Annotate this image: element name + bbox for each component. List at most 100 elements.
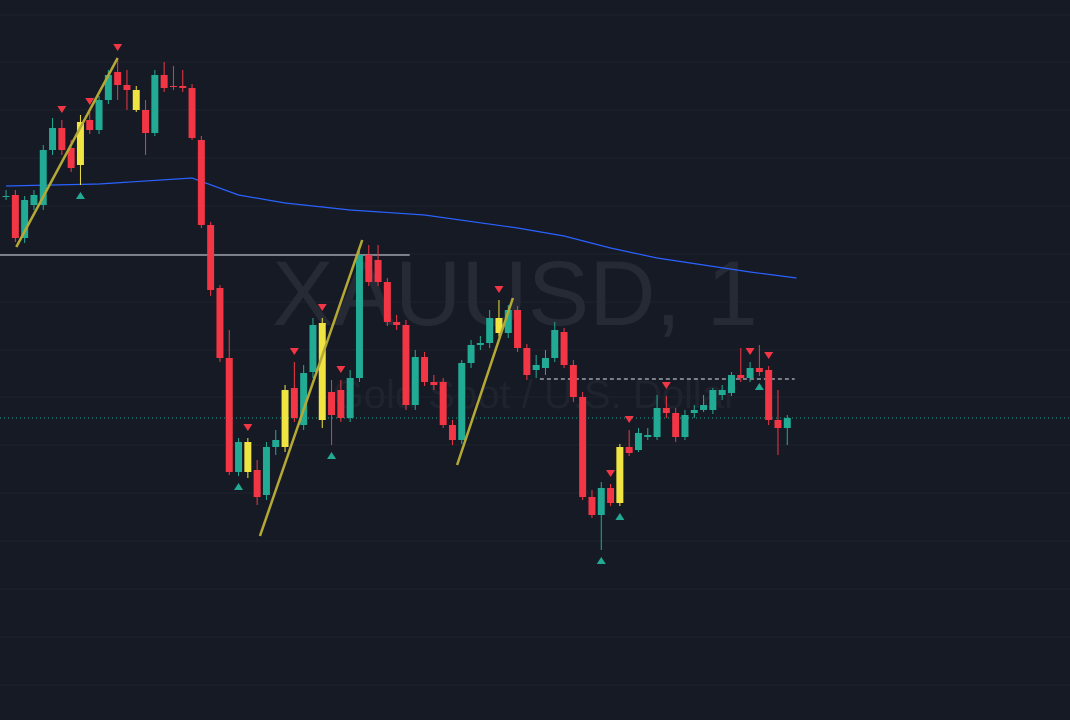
candle-body bbox=[272, 440, 280, 447]
candle-body bbox=[328, 392, 336, 415]
candle-body bbox=[104, 75, 112, 100]
candle-body bbox=[393, 322, 401, 325]
buy-signal bbox=[234, 483, 244, 490]
candle-body bbox=[476, 343, 484, 345]
sell-signal bbox=[494, 286, 504, 293]
candle-body bbox=[179, 86, 187, 88]
candle-body bbox=[262, 447, 270, 495]
candle-body bbox=[318, 323, 326, 420]
candle-body bbox=[300, 373, 308, 425]
candle-body bbox=[430, 382, 438, 385]
candle-body bbox=[662, 408, 670, 413]
candle-body bbox=[755, 368, 763, 372]
candle-body bbox=[309, 325, 317, 372]
candle-body bbox=[142, 110, 150, 133]
candle-body bbox=[588, 497, 596, 515]
candle-body bbox=[337, 390, 345, 418]
candle-body bbox=[207, 225, 215, 290]
candle-body bbox=[765, 370, 773, 420]
sell-signal bbox=[606, 470, 616, 477]
candle-body bbox=[523, 348, 531, 375]
candle-body bbox=[402, 325, 410, 405]
candle-body bbox=[39, 150, 47, 205]
candle-body bbox=[625, 447, 633, 453]
buy-signal bbox=[615, 513, 625, 520]
candle-body bbox=[737, 375, 745, 378]
candle-body bbox=[374, 260, 382, 282]
trendline bbox=[258, 239, 364, 537]
sell-signal bbox=[745, 348, 755, 355]
candle-body bbox=[132, 90, 140, 110]
trendline bbox=[455, 297, 515, 466]
candle-body bbox=[30, 195, 38, 205]
candle-body bbox=[746, 368, 754, 378]
sell-signal bbox=[243, 424, 253, 431]
watermark-subtitle: Gold Spot / U.S. Dollar bbox=[333, 373, 738, 417]
candle-body bbox=[607, 488, 615, 503]
candle-body bbox=[253, 470, 261, 497]
candle-body bbox=[160, 75, 168, 88]
candle-body bbox=[644, 435, 652, 437]
grid bbox=[0, 14, 1070, 686]
candle-body bbox=[281, 390, 289, 447]
candle-body bbox=[541, 358, 549, 368]
sell-signal bbox=[113, 44, 123, 51]
buy-signal bbox=[754, 383, 764, 390]
sell-signal bbox=[661, 382, 671, 389]
candle-body bbox=[421, 357, 429, 382]
candle-body bbox=[244, 442, 252, 472]
trendline bbox=[15, 57, 119, 248]
candle-body bbox=[21, 200, 29, 238]
candle-body bbox=[709, 390, 717, 410]
candle-body bbox=[560, 332, 568, 365]
candle-body bbox=[188, 88, 196, 138]
sell-signal bbox=[85, 98, 95, 105]
candle-body bbox=[783, 418, 791, 428]
candle-body bbox=[290, 388, 298, 418]
candle-body bbox=[681, 415, 689, 437]
candle-body bbox=[225, 358, 233, 472]
candle-body bbox=[597, 488, 605, 515]
sell-signal bbox=[289, 348, 299, 355]
candle-body bbox=[467, 345, 475, 363]
candle-body bbox=[551, 330, 559, 358]
candle-body bbox=[495, 318, 503, 333]
candle-body bbox=[700, 405, 708, 410]
candle-body bbox=[439, 382, 447, 425]
candle-body bbox=[49, 128, 57, 150]
sell-signal bbox=[764, 352, 774, 359]
sell-signal bbox=[57, 106, 67, 113]
candle-body bbox=[123, 85, 131, 90]
candle-body bbox=[169, 86, 177, 87]
candle-body bbox=[616, 447, 624, 503]
candle-body bbox=[774, 420, 782, 428]
candle-body bbox=[86, 120, 94, 130]
candle-body bbox=[727, 375, 735, 393]
candle-body bbox=[58, 128, 66, 150]
buy-signal bbox=[327, 452, 337, 459]
candle-body bbox=[346, 378, 354, 418]
candle-body bbox=[67, 148, 75, 168]
candle-body bbox=[448, 425, 456, 440]
candle-body bbox=[486, 318, 494, 343]
candle-body bbox=[514, 310, 522, 348]
candle-body bbox=[532, 365, 540, 370]
candle-body bbox=[2, 196, 10, 197]
candle-body bbox=[411, 357, 419, 405]
candle-body bbox=[235, 442, 243, 472]
candle-body bbox=[653, 408, 661, 437]
sell-signal bbox=[317, 304, 327, 311]
buy-signal bbox=[75, 192, 85, 199]
candle-body bbox=[579, 397, 587, 497]
candle-body bbox=[718, 390, 726, 395]
candle-body bbox=[383, 282, 391, 322]
candle-body bbox=[114, 72, 122, 85]
candle-body bbox=[634, 433, 642, 450]
sell-signal bbox=[336, 366, 346, 373]
candle-body bbox=[458, 363, 466, 440]
candle-body bbox=[690, 410, 698, 413]
candle-body bbox=[197, 140, 205, 225]
